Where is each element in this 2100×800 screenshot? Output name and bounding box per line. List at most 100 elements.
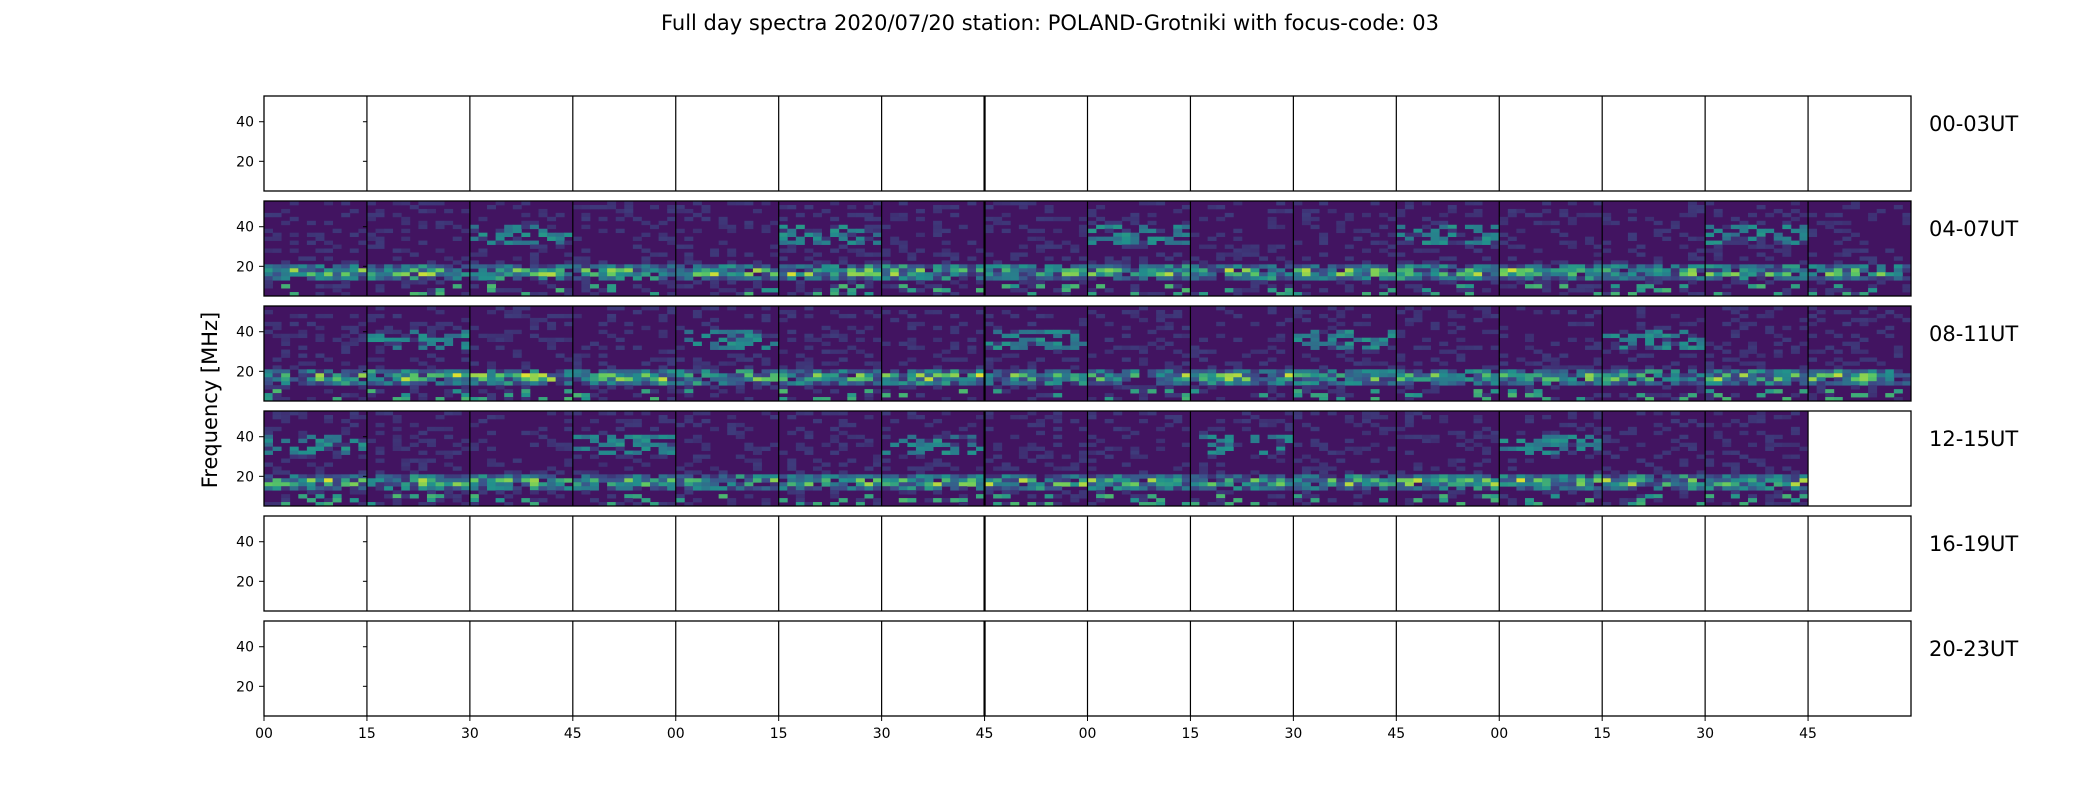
spectrum-cell xyxy=(804,306,814,311)
spectrum-cell xyxy=(1507,466,1517,471)
spectrum-cell xyxy=(898,341,908,346)
spectrum-cell xyxy=(1353,377,1363,382)
spectrum-cell xyxy=(984,224,994,230)
spectrum-cell xyxy=(1344,373,1354,378)
spectrum-cell xyxy=(1259,361,1269,366)
spectrum-cell xyxy=(1327,450,1337,455)
spectrum-cell xyxy=(1550,486,1560,491)
spectrum-cell xyxy=(504,397,514,402)
spectrum-cell xyxy=(692,212,702,218)
spectrum-cell xyxy=(306,450,316,455)
spectrum-cell xyxy=(375,284,385,289)
spectrum-cell xyxy=(744,373,754,378)
spectrum-cell xyxy=(975,264,985,269)
spectrum-cell xyxy=(444,321,454,327)
spectrum-cell xyxy=(1173,208,1183,214)
spectrum-cell xyxy=(718,474,728,479)
spectrum-cell xyxy=(435,397,445,402)
spectrum-cell xyxy=(830,361,840,366)
spectrum-cell xyxy=(504,389,514,394)
spectrum-cell xyxy=(1833,264,1843,269)
spectrum-cell xyxy=(1044,329,1054,335)
spectrum-cell xyxy=(1181,397,1191,402)
spectrum-cell xyxy=(1233,377,1243,382)
spectrum-cell xyxy=(1447,349,1457,354)
spectrum-cell xyxy=(838,272,848,277)
spectrum-cell xyxy=(1756,244,1766,249)
spectrum-cell xyxy=(1542,381,1552,386)
spectrum-cell xyxy=(598,381,608,386)
spectrum-cell xyxy=(1773,389,1783,394)
spectrum-cell xyxy=(1018,454,1028,459)
spectrum-cell xyxy=(1353,486,1363,491)
spectrum-cell xyxy=(1104,220,1114,226)
spectrum-cell xyxy=(444,426,454,432)
spectrum-cell xyxy=(735,292,745,297)
spectrum-cell xyxy=(615,426,625,432)
spectrum-cell xyxy=(701,333,711,339)
spectrum-cell xyxy=(1207,502,1217,507)
spectrum-cell xyxy=(607,385,617,390)
spectrum-cell xyxy=(1533,373,1543,378)
spectrum-cell xyxy=(1104,268,1114,273)
spectrum-cell xyxy=(426,337,436,343)
spectrum-cell xyxy=(881,450,891,455)
spectrum-cell xyxy=(1181,325,1191,331)
spectrum-cell xyxy=(1327,373,1337,378)
spectrum-cell xyxy=(512,369,522,374)
spectrum-cell xyxy=(624,478,634,483)
spectrum-cell xyxy=(744,482,754,487)
spectrum-cell xyxy=(1250,438,1260,444)
spectrum-cell xyxy=(1799,389,1809,394)
spectrum-cell xyxy=(675,357,685,362)
spectrum-cell xyxy=(821,397,831,402)
spectrum-cell xyxy=(950,446,960,451)
spectrum-cell xyxy=(1036,502,1046,507)
spectrum-cell xyxy=(1808,377,1818,382)
spectrum-cell xyxy=(1439,212,1449,218)
spectrum-cell xyxy=(572,365,582,370)
spectrum-cell xyxy=(1387,252,1397,257)
spectrum-cell xyxy=(306,478,316,483)
spectrum-cell xyxy=(735,434,745,440)
spectrum-cell xyxy=(675,422,685,428)
spectrum-cell xyxy=(907,357,917,362)
spectrum-cell xyxy=(375,272,385,277)
spectrum-cell xyxy=(838,498,848,503)
spectrum-cell xyxy=(1868,272,1878,277)
spectrum-cell xyxy=(933,474,943,479)
spectrum-cell xyxy=(735,474,745,479)
spectrum-cell xyxy=(1387,482,1397,487)
spectrum-cell xyxy=(838,268,848,273)
spectrum-cell xyxy=(667,260,677,265)
spectrum-cell xyxy=(1627,357,1637,362)
spectrum-cell xyxy=(727,478,737,483)
spectrum-cell xyxy=(1893,353,1903,358)
spectrum-cell xyxy=(1241,369,1251,374)
spectrum-cell xyxy=(684,418,694,424)
spectrum-cell xyxy=(332,272,342,277)
spectrum-cell xyxy=(358,337,368,343)
spectrum-cell xyxy=(1301,474,1311,479)
spectrum-cell xyxy=(950,212,960,218)
spectrum-cell xyxy=(924,462,934,467)
spectrum-cell xyxy=(1422,389,1432,394)
spectrum-cell xyxy=(1173,309,1183,315)
spectrum-cell xyxy=(1018,450,1028,455)
spectrum-cell xyxy=(358,454,368,459)
spectrum-cell xyxy=(1216,446,1226,451)
spectrum-cell xyxy=(675,345,685,350)
spectrum-cell xyxy=(1164,385,1174,390)
spectrum-cell xyxy=(401,478,411,483)
spectrum-cell xyxy=(864,204,874,210)
spectrum-cell xyxy=(461,317,471,323)
spectrum-cell xyxy=(1524,272,1534,277)
spectrum-cell xyxy=(1121,482,1131,487)
spectrum-cell xyxy=(1662,373,1672,378)
spectrum-cell xyxy=(624,466,634,471)
spectrum-cell xyxy=(658,454,668,459)
spectrum-cell xyxy=(1773,377,1783,382)
spectrum-cell xyxy=(495,236,505,241)
spectrum-cell xyxy=(366,373,376,378)
spectrum-cell xyxy=(607,333,617,339)
